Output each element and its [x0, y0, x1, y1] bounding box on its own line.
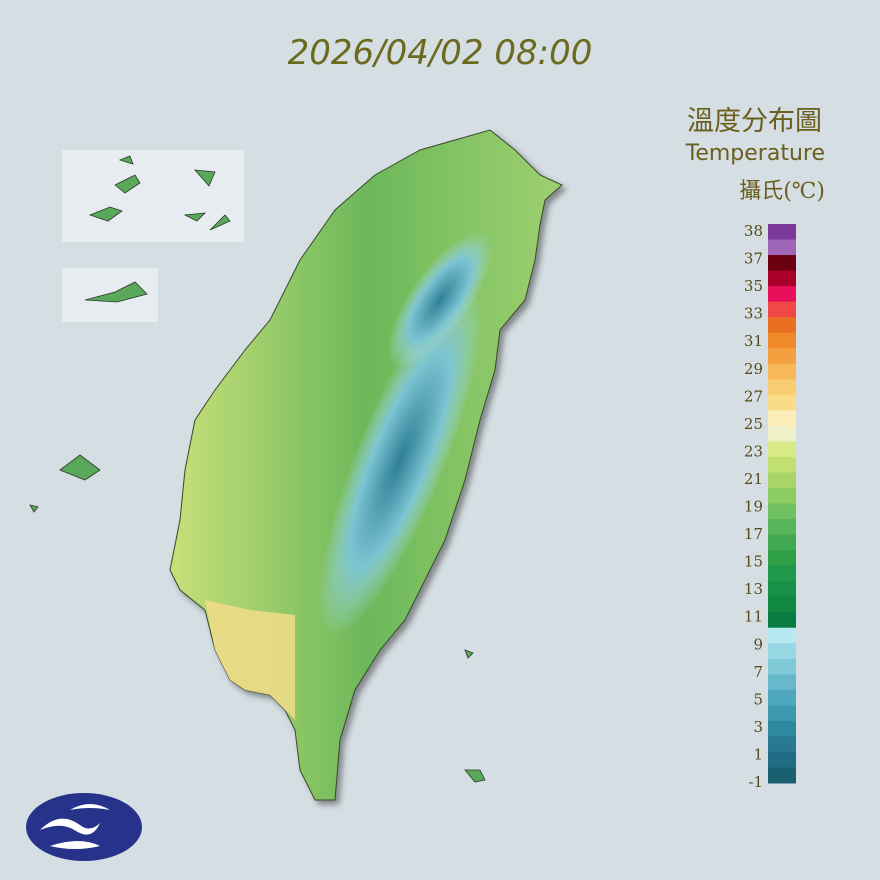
legend-swatch: [768, 410, 796, 427]
legend-label: 13: [744, 580, 763, 598]
legend-swatch: [768, 534, 796, 551]
legend-swatch: [768, 767, 796, 784]
legend-swatch: [768, 425, 796, 442]
legend-swatch: [768, 720, 796, 737]
legend-label: 19: [744, 498, 763, 516]
legend-swatch: [768, 612, 796, 629]
legend-label: 3: [753, 718, 763, 736]
legend-swatch: [768, 348, 796, 365]
legend-label: 25: [744, 415, 763, 433]
legend-swatch: [768, 674, 796, 691]
legend-swatch: [768, 519, 796, 536]
legend-swatch: [768, 332, 796, 349]
legend-swatch: [768, 550, 796, 567]
legend-swatch: [768, 581, 796, 598]
legend-swatch: [768, 472, 796, 489]
legend-swatch: [768, 379, 796, 396]
legend-swatch: [768, 301, 796, 318]
legend-label: 27: [744, 387, 763, 405]
legend-label: 11: [744, 608, 763, 626]
legend-swatch: [768, 441, 796, 458]
legend-label: 7: [753, 663, 763, 681]
legend-swatch: [768, 363, 796, 380]
legend-swatch: [768, 596, 796, 613]
legend-label: 17: [744, 525, 763, 543]
legend-label: 31: [744, 332, 763, 350]
legend-label: -1: [748, 773, 763, 791]
taiwan: [169, 129, 563, 801]
legend-title: 溫度分布圖: [687, 106, 822, 137]
legend-label: 37: [744, 250, 763, 268]
legend-swatch: [768, 487, 796, 504]
legend-swatch: [768, 689, 796, 706]
legend-unit: 攝氏(℃): [739, 179, 825, 204]
legend-swatch: [768, 736, 796, 753]
legend-swatch: [768, 394, 796, 411]
legend-label: 23: [744, 442, 763, 460]
datetime: 2026/04/02 08:00: [288, 33, 593, 73]
legend-swatch: [768, 643, 796, 660]
legend-label: 5: [753, 690, 763, 708]
legend-swatch: [768, 627, 796, 644]
legend-label: 21: [744, 470, 763, 488]
legend-swatch: [768, 239, 796, 256]
islands: [29, 150, 486, 783]
legend-swatch: [768, 286, 796, 303]
legend-label: 29: [744, 360, 763, 378]
legend-label: 33: [744, 305, 763, 323]
legend-subtitle: Temperature: [685, 141, 825, 166]
legend-swatch: [768, 705, 796, 722]
legend-swatch: [768, 270, 796, 287]
legend-swatch: [768, 255, 796, 272]
legend-label: 35: [744, 277, 763, 295]
legend-swatch: [768, 658, 796, 675]
logo: [26, 793, 142, 861]
legend-swatch: [768, 503, 796, 520]
legend-swatch: [768, 317, 796, 334]
legend-swatch: [768, 751, 796, 768]
legend-swatch: [768, 456, 796, 473]
legend-swatch: [768, 565, 796, 582]
legend-label: 1: [753, 745, 763, 763]
legend-label: 38: [744, 222, 763, 240]
legend-label: 15: [744, 553, 763, 571]
legend-swatch: [768, 224, 796, 241]
legend-label: 9: [753, 635, 763, 653]
